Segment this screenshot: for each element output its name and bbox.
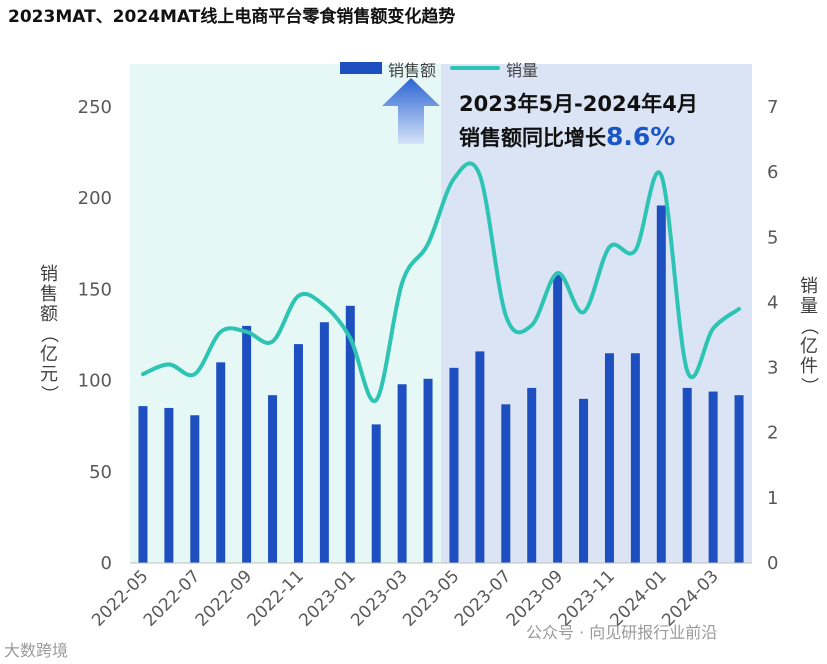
x-tick-label: 2022-09 <box>192 566 256 630</box>
right-tick-label: 4 <box>767 292 778 313</box>
axis-title-char: 量 <box>800 296 818 317</box>
axis-title-char: 销 <box>800 276 818 297</box>
axis-title-char: （ <box>38 325 59 343</box>
sales-bars <box>138 205 744 563</box>
sales-bar <box>449 367 459 563</box>
annotation-growth: 销售额同比增长8.6% <box>459 122 675 151</box>
legend-bar-label: 销售额 <box>388 61 436 80</box>
x-tick-label: 2022-07 <box>140 566 204 630</box>
sales-bar <box>708 391 718 563</box>
volume-line <box>140 161 742 404</box>
axis-title-char: ） <box>38 385 59 403</box>
sales-bar <box>293 344 303 563</box>
x-tick-label: 2023-09 <box>503 566 567 630</box>
x-tick-label: 2023-07 <box>451 566 515 630</box>
sales-bar <box>656 205 666 563</box>
period-2024mat-background <box>441 64 752 563</box>
sales-bar <box>423 378 433 563</box>
x-tick-label: 2023-03 <box>347 566 411 630</box>
sales-bar <box>164 407 174 563</box>
x-tick-label: 2024-03 <box>658 566 722 630</box>
right-tick-label: 3 <box>767 358 778 379</box>
right-axis-title: 销量（亿件） <box>798 276 819 395</box>
period-2023mat-background <box>130 64 441 563</box>
legend-bar-swatch <box>340 62 382 74</box>
right-tick-label: 2 <box>767 423 778 444</box>
sales-bar <box>190 415 200 563</box>
left-tick-label: 100 <box>78 371 112 392</box>
sales-bar <box>397 384 407 563</box>
right-tick-label: 6 <box>767 162 778 183</box>
right-tick-label: 0 <box>767 553 778 574</box>
sales-bar <box>242 325 252 563</box>
left-tick-label: 250 <box>78 97 112 118</box>
sales-bar <box>630 353 640 563</box>
x-axis-ticks: 2022-052022-072022-092022-112023-012023-… <box>88 566 723 630</box>
sales-bar <box>319 322 329 563</box>
x-tick-label: 2023-05 <box>399 566 463 630</box>
legend-line-label: 销量 <box>506 61 538 80</box>
left-tick-label: 200 <box>78 188 112 209</box>
left-axis-ticks: 0 50 100 150 200 250 <box>78 97 112 574</box>
sales-bar <box>553 274 563 563</box>
sales-bar <box>345 305 355 563</box>
right-tick-label: 1 <box>767 488 778 509</box>
axis-title-char: 亿 <box>800 336 818 357</box>
right-axis-ticks: 0 1 2 3 4 5 6 7 <box>767 97 778 574</box>
axis-title-char: ） <box>798 377 819 395</box>
right-tick-label: 5 <box>767 227 778 248</box>
watermark-right: 公众号 · 向见研报行业前沿 <box>526 623 717 642</box>
sales-bar <box>527 387 537 563</box>
left-tick-label: 50 <box>89 462 112 483</box>
sales-bar <box>268 395 278 563</box>
sales-bar <box>604 353 614 563</box>
axis-title-char: 件 <box>800 356 818 377</box>
annotation-growth-value: 8.6% <box>606 122 675 151</box>
x-tick-label: 2022-05 <box>88 566 152 630</box>
sales-bar <box>371 424 381 563</box>
axis-title-char: 亿 <box>40 344 58 365</box>
axis-title-char: （ <box>798 317 819 335</box>
sales-bar <box>682 387 692 563</box>
x-tick-label: 2023-01 <box>295 566 359 630</box>
watermark-left: 大数跨境 <box>4 641 68 660</box>
sales-bar <box>579 398 589 563</box>
axis-title-char: 元 <box>40 364 58 385</box>
sales-bar <box>501 404 511 563</box>
x-tick-label: 2022-11 <box>244 566 308 630</box>
x-tick-label: 2023-11 <box>555 566 619 630</box>
left-tick-label: 150 <box>78 279 112 300</box>
sales-bar <box>138 406 148 563</box>
chart-title: 2023MAT、2024MAT线上电商平台零食销售额变化趋势 <box>8 6 455 27</box>
left-tick-label: 0 <box>101 553 112 574</box>
axis-title-char: 额 <box>40 304 58 325</box>
axis-title-char: 销 <box>40 264 58 285</box>
right-tick-label: 7 <box>767 97 778 118</box>
left-axis-title: 销售额（亿元） <box>38 264 59 403</box>
x-tick-label: 2024-01 <box>606 566 670 630</box>
up-arrow-icon <box>382 78 440 144</box>
sales-bar <box>475 351 485 563</box>
annotation-growth-label: 销售额同比增长 <box>459 126 607 150</box>
sales-bar <box>216 362 226 563</box>
sales-bar <box>734 395 744 563</box>
annotation-period: 2023年5月-2024年4月 <box>459 92 698 116</box>
axis-title-char: 售 <box>40 284 58 305</box>
